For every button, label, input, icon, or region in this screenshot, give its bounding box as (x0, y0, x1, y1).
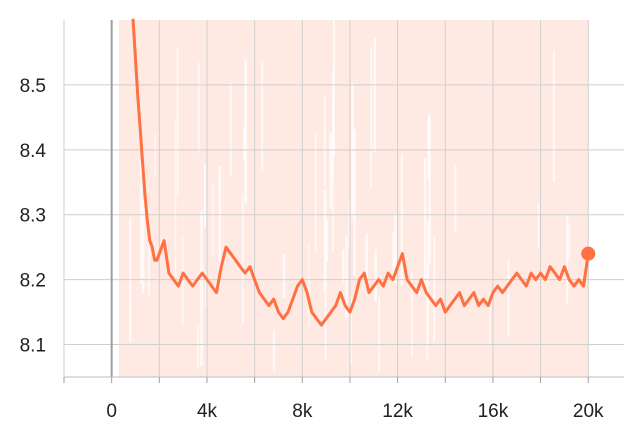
y-tick-label: 8.3 (20, 206, 46, 227)
x-tick-label: 12k (382, 401, 413, 422)
y-tick-label: 8.5 (20, 76, 46, 97)
y-tick-label: 8.4 (20, 141, 47, 162)
y-tick-label: 8.2 (20, 271, 46, 292)
raw-band-layer (118, 20, 589, 377)
smoothed-series-line (131, 18, 590, 327)
x-tick-label: 16k (478, 401, 509, 422)
grid-layer (63, 20, 624, 383)
series-layer (131, 18, 596, 327)
x-tick-label: 8k (292, 401, 313, 422)
x-tick-label: 0 (106, 401, 117, 422)
tick-layer: 8.1 8.2 8.3 8.4 8.5 0 4k 8k 12k 16k 20k (20, 76, 604, 422)
last-point-marker[interactable] (581, 246, 596, 261)
x-tick-label: 20k (573, 401, 604, 422)
x-tick-label: 4k (197, 401, 218, 422)
y-tick-label: 8.1 (20, 336, 46, 357)
